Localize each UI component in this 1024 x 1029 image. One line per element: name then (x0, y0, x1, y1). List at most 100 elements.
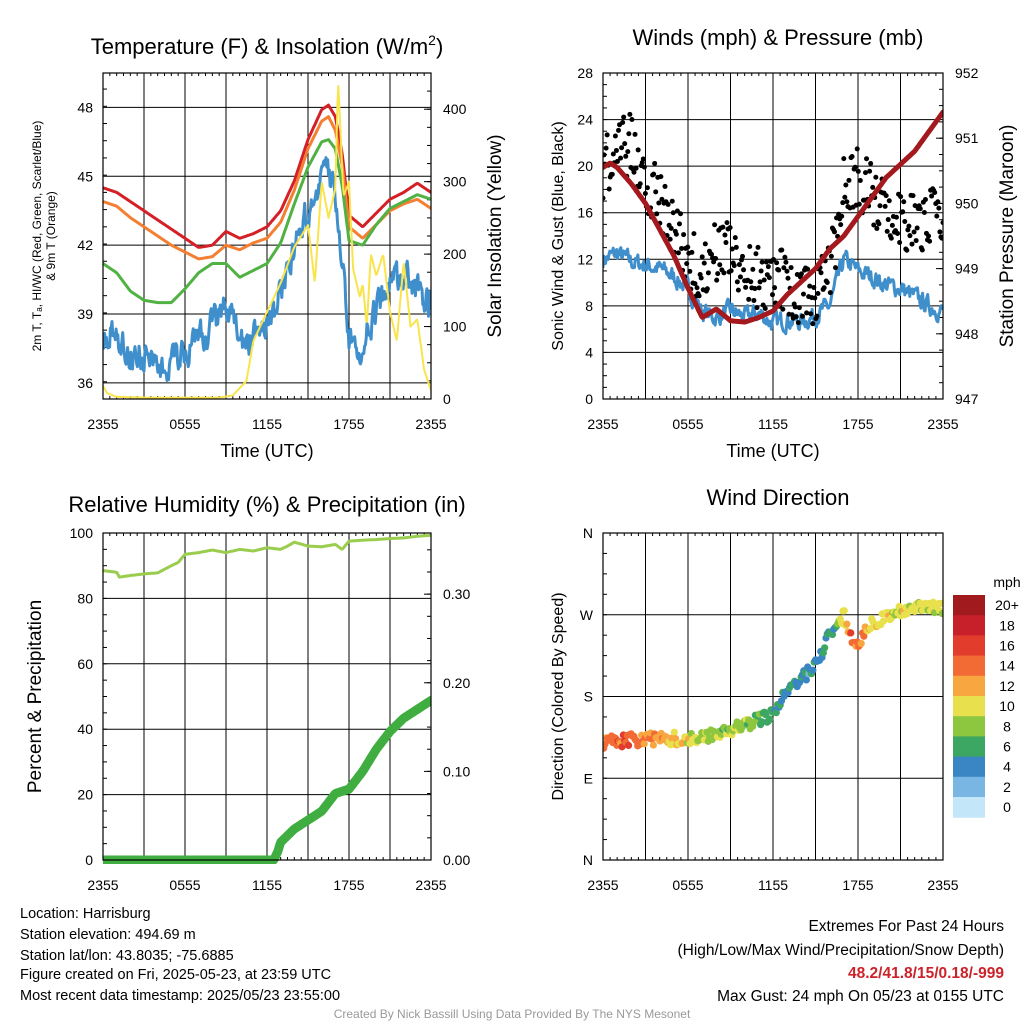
gust-point (701, 260, 707, 266)
gust-point (769, 292, 775, 298)
gust-point (838, 222, 844, 228)
y-axis-label-left: Direction (Colored By Speed) (550, 592, 567, 800)
gust-point (735, 287, 741, 293)
x-axis-label: Time (UTC) (220, 441, 313, 461)
y-tick-label-left: 24 (577, 112, 593, 128)
gust-point (811, 285, 817, 291)
gust-point (800, 291, 806, 297)
y-tick-label-left: 48 (77, 99, 93, 115)
gust-point (852, 164, 858, 170)
y-tick-label-right: 400 (443, 101, 467, 117)
x-tick-label: 0555 (169, 877, 200, 893)
gust-point (723, 240, 729, 246)
y-tick-label-right: 0.30 (443, 586, 470, 602)
x-tick-label: 0555 (672, 416, 703, 432)
gust-point (678, 211, 684, 217)
colorbar-swatch (953, 655, 985, 677)
direction-point (860, 632, 868, 640)
gust-point (873, 174, 879, 180)
gust-point (788, 265, 794, 271)
gust-point (855, 168, 861, 174)
gust-point (904, 247, 910, 253)
plot-frame (102, 532, 432, 861)
colorbar-swatch (953, 635, 985, 657)
y-tick-label-left: 8 (585, 298, 593, 314)
gust-point (883, 193, 889, 199)
colorbar-swatch (953, 595, 985, 616)
gust-point (901, 199, 907, 205)
gust-point (796, 305, 802, 311)
gust-point (728, 268, 734, 274)
gust-point (618, 155, 624, 161)
series-line-td (103, 138, 431, 305)
direction-point (802, 676, 810, 684)
gust-point (783, 259, 789, 265)
gust-point (752, 286, 758, 292)
gust-point (652, 160, 658, 166)
x-tick-label: 1755 (842, 416, 873, 432)
chart-panel-2: Winds (mph) & Pressure (mb) 2355 0555 1155 1… (550, 25, 1018, 461)
plot-area (103, 85, 431, 399)
chart-title: Wind Direction (706, 485, 849, 510)
gust-point (691, 231, 697, 237)
y-tick-label-left: 28 (577, 65, 593, 81)
gust-point (772, 285, 778, 291)
direction-point (847, 629, 855, 637)
gust-point (705, 270, 711, 276)
gust-point (751, 297, 757, 303)
chart-panel-4: Wind Direction 2355 0555 1155 1755 2355 N E S W N D… (550, 485, 1021, 893)
latlon-text: Station lat/lon: 43.8035; -75.6885 (20, 948, 234, 964)
gust-point (807, 283, 813, 289)
y-tick-label-left: 12 (577, 251, 593, 267)
gust-point (698, 275, 704, 281)
gust-point (877, 203, 883, 209)
colorbar-label: 2 (1003, 779, 1011, 795)
y-axis-label-left: Sonic Wind & Gust (Blue, Black) (550, 121, 567, 350)
gust-point (864, 156, 870, 162)
y-tick-label-right: 300 (443, 174, 467, 190)
gust-point (893, 214, 899, 220)
x-tick-label: 1155 (252, 416, 282, 432)
series-line-hi-wc (103, 156, 431, 382)
series-line-pressure (603, 109, 943, 325)
gust-point (765, 264, 771, 270)
colorbar-swatch (953, 797, 985, 818)
gust-point (884, 228, 890, 234)
y-tick-label-right: 950 (955, 195, 979, 211)
gust-point (756, 285, 762, 291)
extremes-subtitle: (High/Low/Max Wind/Precipitation/Snow De… (677, 942, 1005, 959)
credit-text: Created By Nick Bassill Using Data Provi… (333, 1007, 691, 1021)
y-axis-label-left-line2: & 9m T (Orange) (44, 191, 58, 281)
colorbar-label: 18 (999, 617, 1015, 633)
gust-point (632, 131, 638, 137)
gust-point (622, 141, 628, 147)
gust-point (763, 259, 769, 265)
direction-point (938, 610, 943, 618)
gust-point (774, 260, 780, 266)
colorbar-swatch (953, 615, 985, 636)
gust-point (910, 193, 916, 199)
gust-point (696, 293, 702, 299)
chart-panel-1: Temperature (F) & Insolation (W/m2) 2355 0… (30, 32, 506, 461)
chart-title: Temperature (F) & Insolation (W/m2) (91, 32, 444, 59)
gust-point (795, 320, 801, 326)
recent-data-text: Most recent data timestamp: 2025/05/23 2… (20, 988, 341, 1004)
gust-point (909, 241, 915, 247)
colorbar-swatch (953, 696, 985, 717)
gust-point (644, 185, 650, 191)
gust-point (827, 290, 833, 296)
y-tick-label-right: 0.00 (443, 852, 470, 868)
elevation-text: Station elevation: 494.69 m (20, 927, 196, 943)
colorbar-label: 6 (1003, 739, 1011, 755)
created-text: Figure created on Fri, 2025-05-23, at 23… (20, 967, 332, 983)
gust-point (668, 225, 674, 231)
chart-title-superscript: 2 (428, 32, 436, 48)
series-line-2m-t (103, 103, 431, 249)
direction-point (916, 599, 924, 607)
gust-point (714, 277, 720, 283)
gust-point (640, 156, 646, 162)
y-tick-label-right: 948 (955, 326, 979, 342)
gust-point (653, 189, 659, 195)
gust-point (784, 268, 790, 274)
